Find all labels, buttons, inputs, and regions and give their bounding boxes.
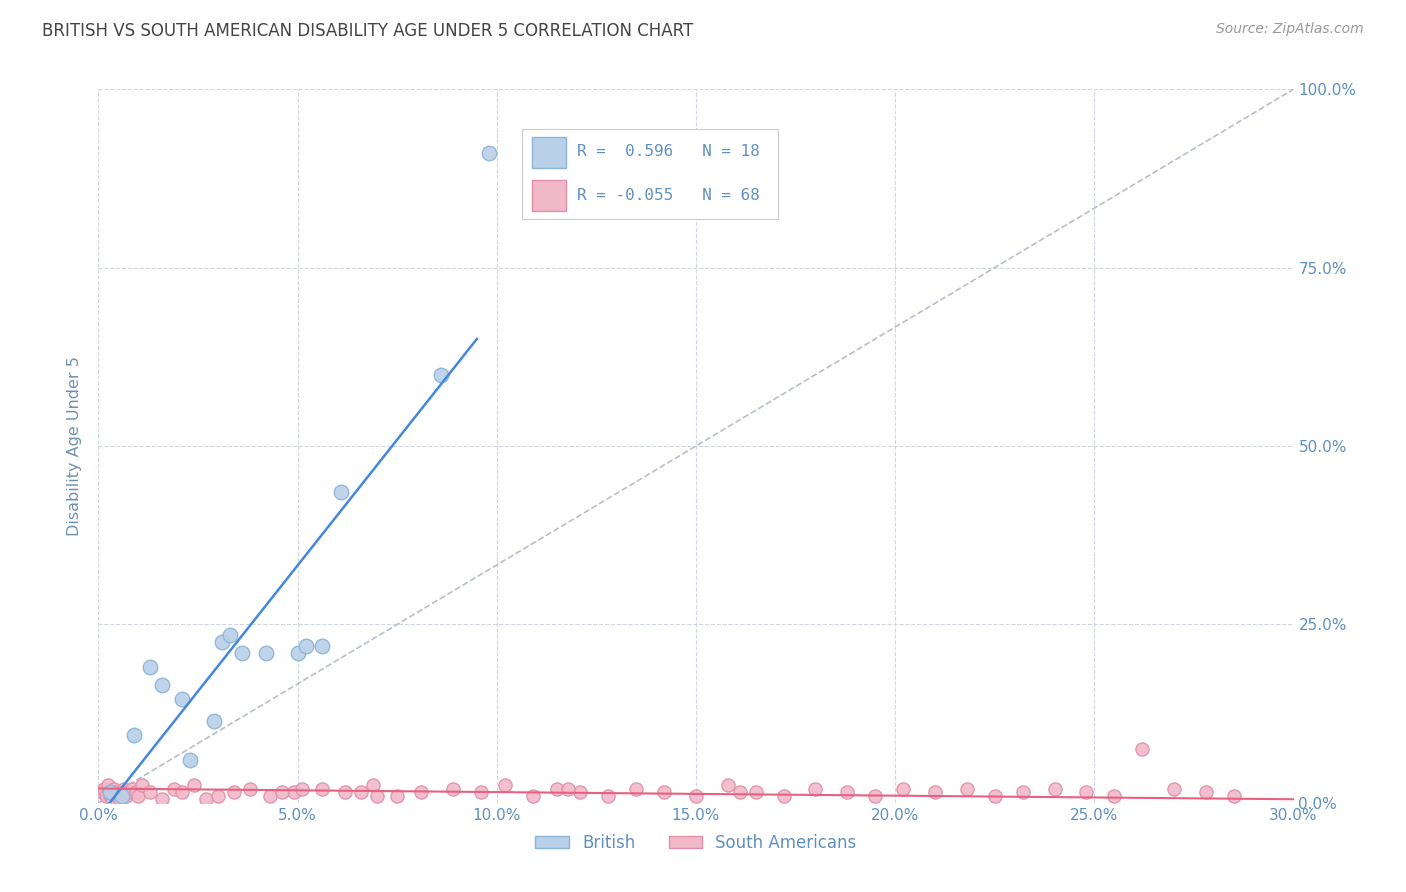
Point [804, 781, 827, 796]
Point [101, 792, 124, 806]
Point [1195, 785, 1218, 799]
Point [195, 792, 218, 806]
Point [172, 692, 194, 706]
Point [366, 789, 388, 803]
Point [97, 778, 120, 792]
Text: R =  0.596   N = 18: R = 0.596 N = 18 [576, 144, 759, 159]
Point [283, 785, 305, 799]
Text: R = -0.055   N = 68: R = -0.055 N = 68 [576, 188, 759, 202]
Point [222, 785, 245, 799]
Point [1043, 781, 1066, 796]
Point [1076, 785, 1098, 799]
Point [1011, 785, 1033, 799]
Point [121, 781, 143, 796]
Point [652, 785, 675, 799]
Point [231, 646, 253, 660]
Text: Source: ZipAtlas.com: Source: ZipAtlas.com [1216, 22, 1364, 37]
Point [891, 781, 914, 796]
FancyBboxPatch shape [531, 136, 567, 168]
Point [685, 789, 707, 803]
Point [117, 785, 139, 799]
Text: BRITISH VS SOUTH AMERICAN DISABILITY AGE UNDER 5 CORRELATION CHART: BRITISH VS SOUTH AMERICAN DISABILITY AGE… [42, 22, 693, 40]
Point [865, 789, 887, 803]
FancyBboxPatch shape [531, 180, 567, 211]
Point [335, 785, 357, 799]
Point [96, 789, 118, 803]
Point [1130, 742, 1153, 756]
Point [270, 785, 292, 799]
Point [183, 778, 205, 792]
Point [259, 789, 281, 803]
Point [478, 146, 501, 161]
Point [150, 792, 173, 806]
Point [311, 781, 333, 796]
Point [311, 639, 333, 653]
Point [207, 789, 229, 803]
Legend: British, South Americans: British, South Americans [529, 828, 863, 859]
Point [111, 789, 134, 803]
Point [179, 753, 201, 767]
Point [163, 781, 186, 796]
Point [111, 785, 134, 799]
Point [350, 785, 373, 799]
Point [105, 785, 128, 799]
Point [411, 785, 433, 799]
Point [330, 485, 353, 500]
Point [211, 635, 233, 649]
Point [745, 785, 768, 799]
Point [125, 785, 148, 799]
Point [202, 714, 225, 728]
Point [98, 789, 122, 803]
Point [291, 781, 314, 796]
Point [1223, 789, 1246, 803]
Point [557, 781, 579, 796]
Point [772, 789, 794, 803]
Point [569, 785, 592, 799]
Point [124, 728, 146, 742]
Point [385, 789, 409, 803]
Point [441, 781, 464, 796]
Point [103, 781, 125, 796]
Point [98, 785, 122, 799]
Point [239, 781, 262, 796]
Point [131, 778, 153, 792]
Point [127, 789, 149, 803]
Point [494, 778, 516, 792]
Point [112, 781, 135, 796]
Point [924, 785, 946, 799]
Point [522, 789, 544, 803]
Point [956, 781, 979, 796]
Point [139, 660, 162, 674]
Y-axis label: Disability Age Under 5: Disability Age Under 5 [67, 356, 83, 536]
Point [115, 789, 138, 803]
Point [139, 785, 162, 799]
Point [728, 785, 751, 799]
Point [254, 646, 277, 660]
Point [470, 785, 492, 799]
Point [172, 785, 194, 799]
Point [1163, 781, 1185, 796]
Point [150, 678, 173, 692]
Point [626, 781, 648, 796]
Point [546, 781, 568, 796]
Point [110, 792, 132, 806]
Point [363, 778, 385, 792]
Point [1104, 789, 1126, 803]
Point [287, 646, 309, 660]
Point [430, 368, 453, 382]
Point [219, 628, 242, 642]
Point [837, 785, 859, 799]
Point [717, 778, 740, 792]
Point [294, 639, 316, 653]
Point [984, 789, 1007, 803]
Point [93, 781, 115, 796]
Point [107, 789, 129, 803]
FancyBboxPatch shape [522, 128, 778, 219]
Point [91, 785, 114, 799]
Point [598, 789, 620, 803]
